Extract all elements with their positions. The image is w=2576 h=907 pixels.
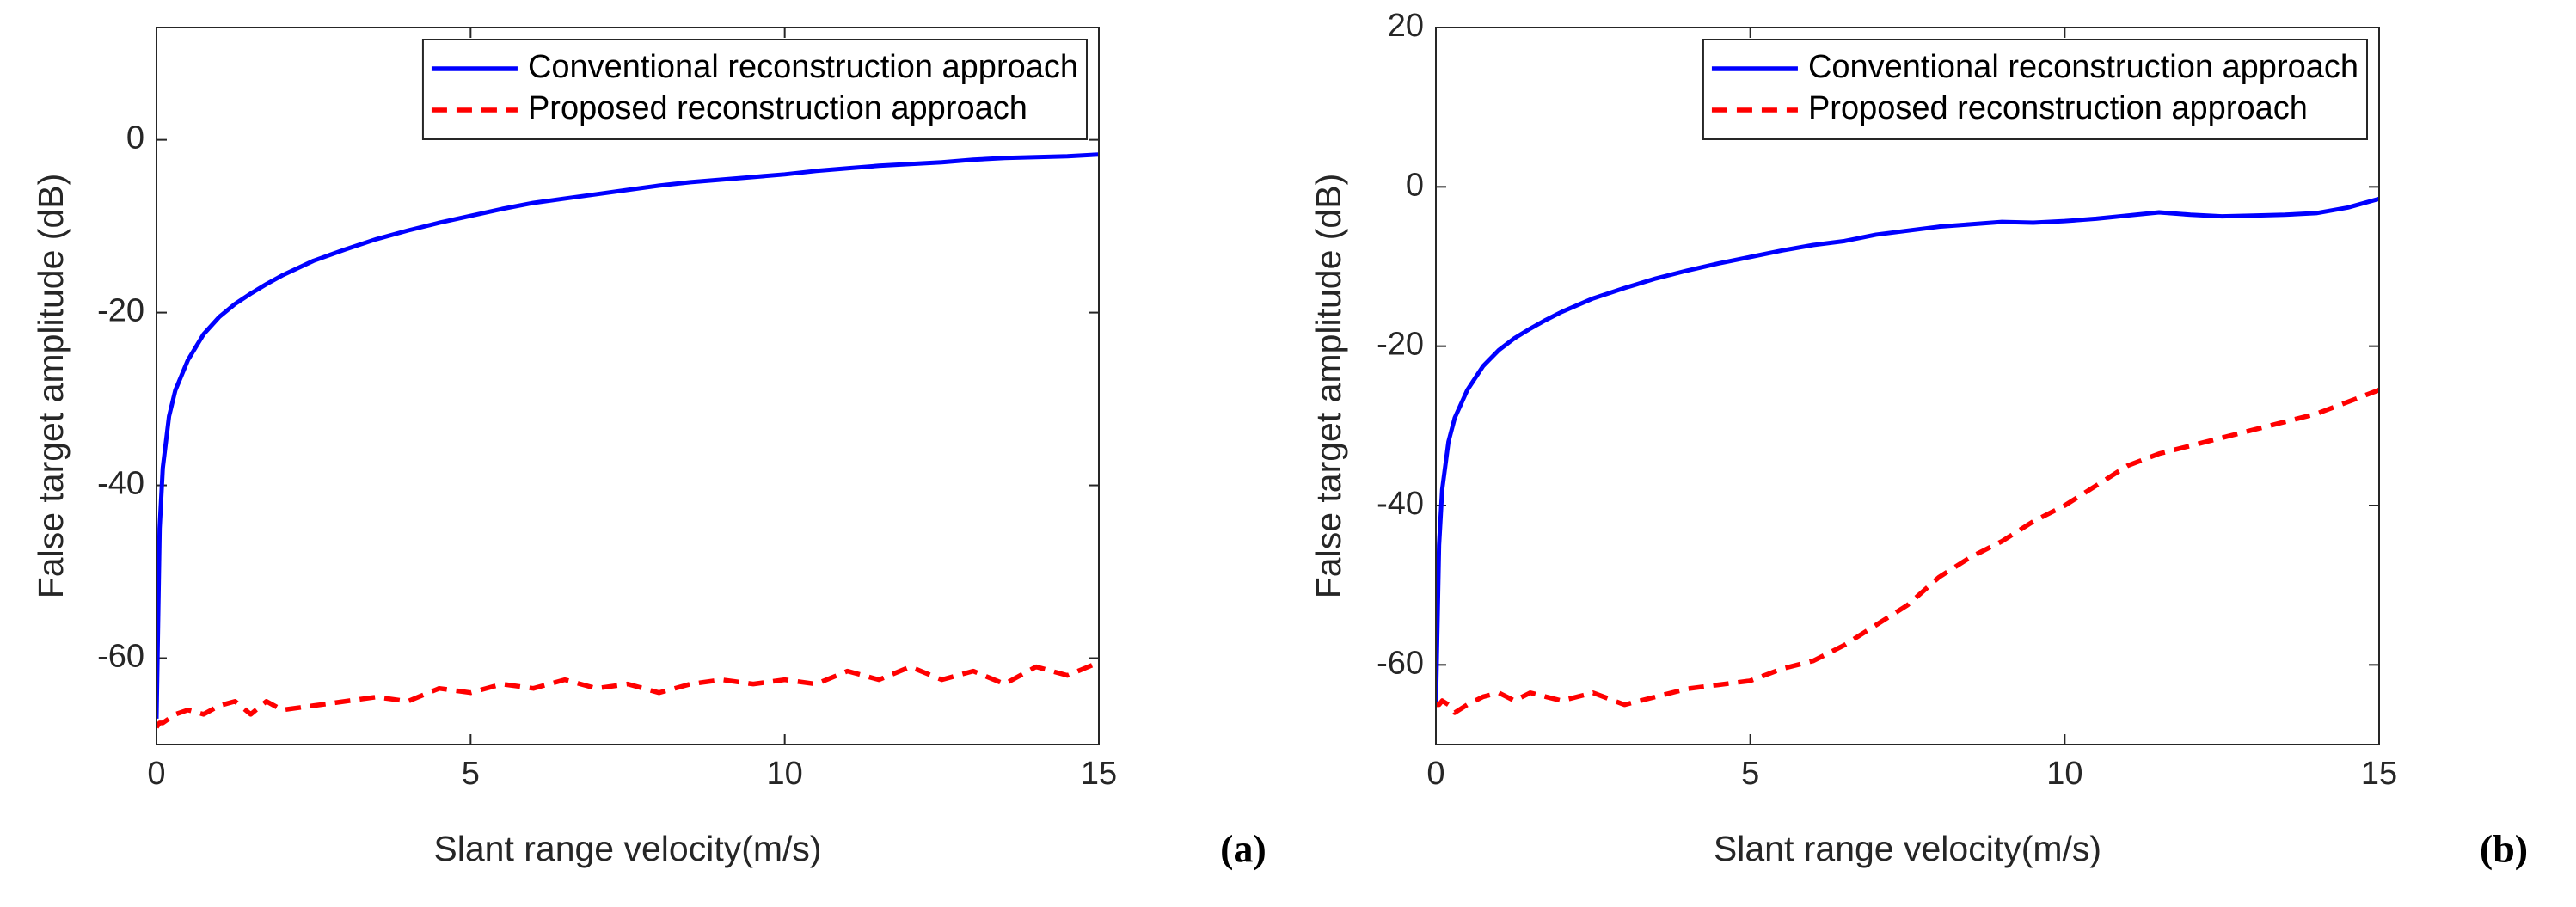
x-tick-label: 5	[462, 756, 480, 792]
y-axis-label: False target amplitude (dB)	[31, 174, 71, 599]
y-tick-label: -40	[97, 466, 144, 502]
legend: Conventional reconstruction approach Prop…	[421, 39, 1088, 140]
legend-label: Conventional reconstruction approach	[528, 49, 1078, 85]
x-tick-label: 10	[2046, 756, 2082, 792]
legend-label: Conventional reconstruction approach	[1808, 49, 2358, 85]
x-tick-label: 15	[1081, 756, 1117, 792]
y-tick-label: 0	[1406, 167, 1424, 203]
legend-label: Proposed reconstruction approach	[1808, 90, 2308, 126]
plot-area	[156, 28, 1099, 745]
legend-label: Proposed reconstruction approach	[528, 90, 1027, 126]
series-line	[156, 152, 1099, 719]
y-tick-label: -60	[1377, 645, 1424, 681]
legend: Conventional reconstruction approach Prop…	[1702, 39, 2368, 140]
panel-label: (b)	[2480, 827, 2528, 871]
y-tick-label: 20	[1388, 8, 1424, 44]
y-axis-label: False target amplitude (dB)	[1309, 174, 1348, 599]
y-tick-label: 0	[126, 120, 144, 156]
x-tick-label: 0	[147, 756, 165, 792]
x-tick-label: 15	[2361, 756, 2397, 792]
x-tick-label: 5	[1741, 756, 1759, 792]
legend-box	[1702, 39, 2368, 140]
series-line	[1436, 196, 2379, 705]
plot-frame	[156, 27, 1100, 745]
y-tick-label: -20	[1377, 327, 1424, 363]
series-line	[1436, 388, 2379, 715]
series-line	[156, 659, 1099, 729]
legend-box	[421, 39, 1088, 140]
x-tick-label: 10	[767, 756, 803, 792]
y-tick-label: -40	[1377, 486, 1424, 522]
plot-frame	[1435, 27, 2380, 745]
y-tick-label: -60	[97, 639, 144, 675]
x-axis-label: Slant range velocity(m/s)	[433, 829, 821, 868]
plot-area	[1436, 28, 2379, 745]
y-tick-label: -20	[97, 293, 144, 329]
x-axis-label: Slant range velocity(m/s)	[1714, 829, 2101, 868]
x-tick-label: 0	[1426, 756, 1444, 792]
panel-label: (a)	[1220, 827, 1267, 871]
